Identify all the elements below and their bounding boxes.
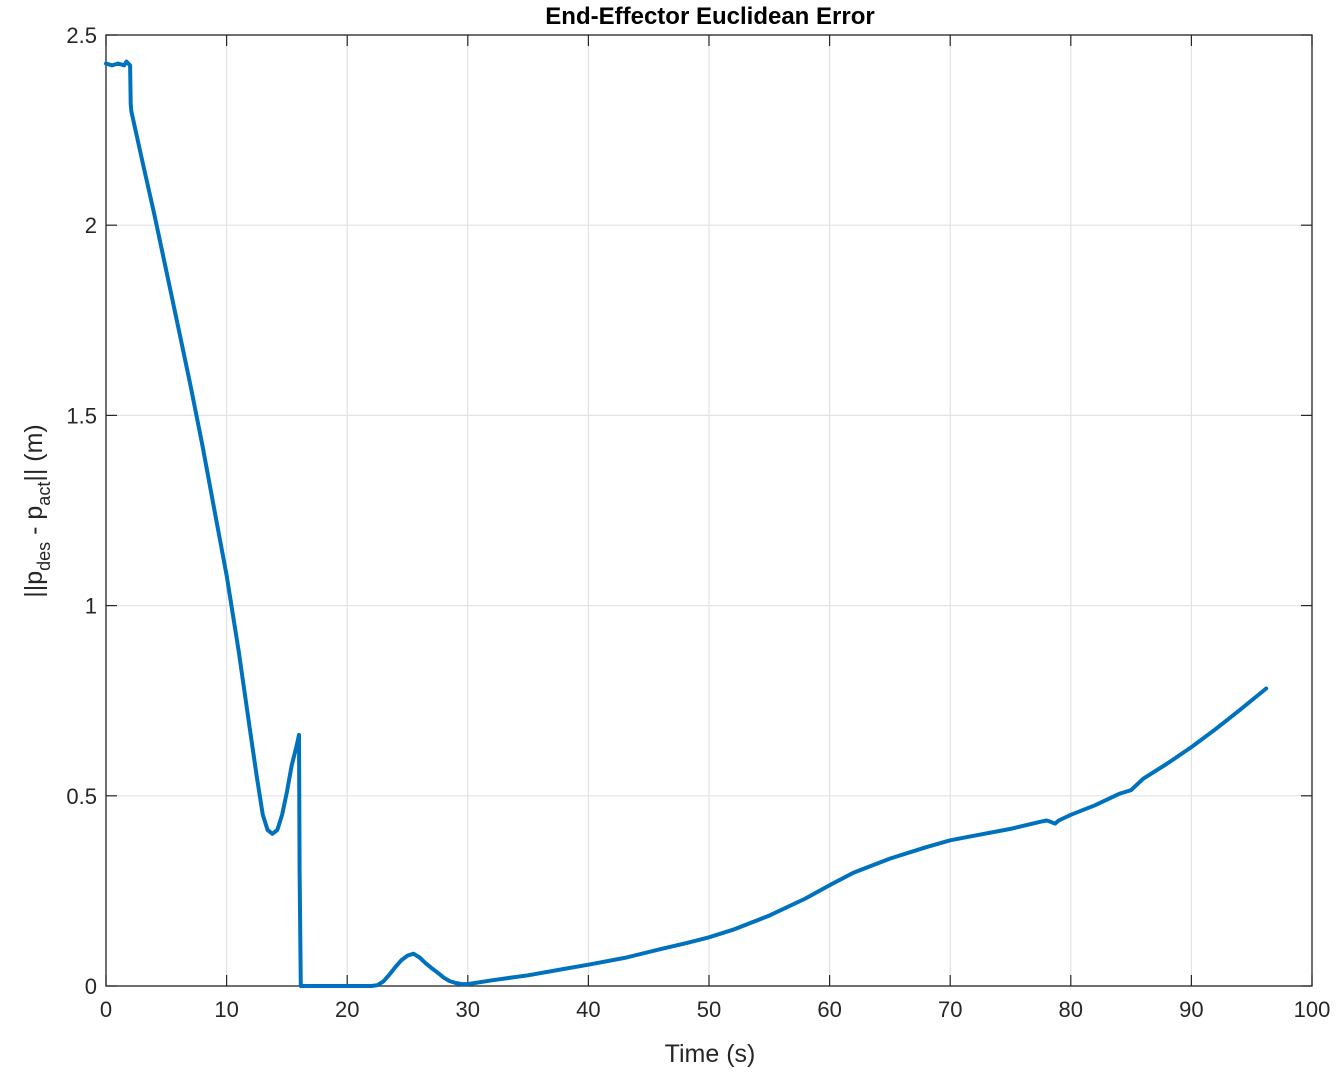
x-tick-label: 40 (576, 997, 600, 1022)
x-axis-label: Time (s) (665, 1040, 756, 1068)
grid-lines (105, 34, 1313, 987)
y-axis-tick-labels: 0 0.5 1 1.5 2 2.5 (66, 23, 97, 999)
y-axis-label-part3: || (m) (20, 424, 48, 481)
y-axis-label-sub1: des (34, 542, 54, 571)
x-tick-label: 30 (456, 997, 480, 1022)
chart-title: End-Effector Euclidean Error (545, 3, 874, 30)
y-tick-label: 0 (85, 974, 97, 999)
x-tick-label: 0 (100, 997, 112, 1022)
y-tick-label: 2.5 (66, 23, 97, 48)
y-axis-label-sub2: act (34, 482, 54, 506)
x-tick-label: 50 (697, 997, 721, 1022)
error-series-line (104, 59, 1269, 988)
y-axis-label-part1: ||p (20, 571, 48, 598)
x-tick-label: 60 (817, 997, 841, 1022)
y-tick-label: 2 (85, 213, 97, 238)
y-tick-label: 1.5 (66, 403, 97, 428)
y-axis-label-part2: - p (20, 506, 48, 542)
x-tick-label: 80 (1059, 997, 1083, 1022)
x-tick-label: 100 (1294, 997, 1331, 1022)
y-tick-label: 1 (85, 594, 97, 619)
y-tick-label: 0.5 (66, 784, 97, 809)
x-axis-tick-labels: 0 10 20 30 40 50 60 70 80 90 100 (100, 997, 1330, 1022)
x-tick-label: 20 (335, 997, 359, 1022)
y-axis-label: ||pdes - pact|| (m) (20, 424, 54, 598)
x-tick-label: 10 (214, 997, 238, 1022)
x-tick-label: 70 (938, 997, 962, 1022)
x-tick-label: 90 (1179, 997, 1203, 1022)
